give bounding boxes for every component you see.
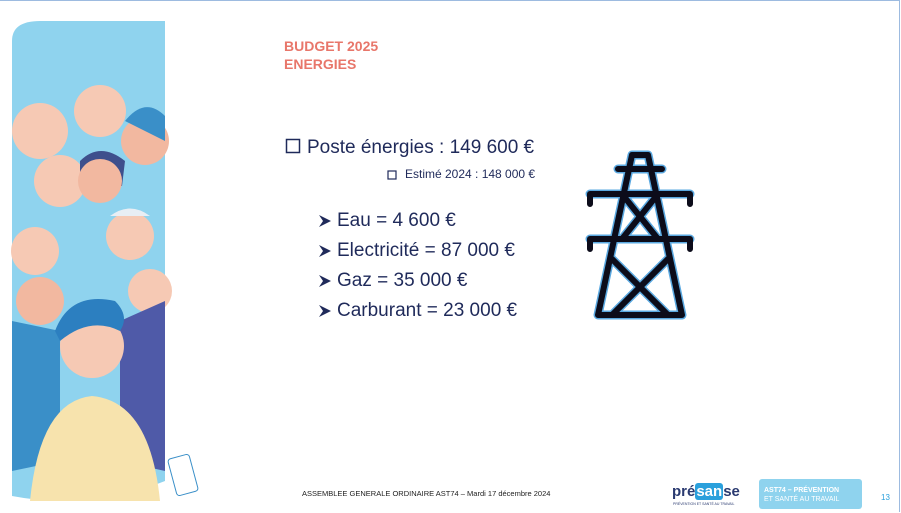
arrow-bullet — [319, 215, 331, 227]
arrow-bullet — [319, 305, 331, 317]
title: BUDGET 2025 — [284, 38, 379, 54]
logo-part: pré — [672, 483, 696, 500]
arrow-bullet — [319, 275, 331, 287]
logo-part: san — [695, 483, 724, 500]
checkbox — [285, 138, 301, 154]
arrow-bullet — [319, 245, 331, 257]
logo-part: se — [723, 483, 740, 500]
item: Eau = 4 600 € — [337, 210, 456, 231]
item: Gaz = 35 000 € — [337, 270, 468, 291]
logo-line: AST74 – PRÉVENTION — [764, 487, 840, 494]
footer-text: ASSEMBLEE GENERALE ORDINAIRE AST74 – Mar… — [302, 489, 551, 498]
sub-item: Estimé 2024 : 148 000 € — [405, 167, 536, 181]
main-item: Poste énergies : 149 600 € — [307, 137, 535, 158]
logo-ast74: AST74 – PRÉVENTION ET SANTÉ AU TRAVAIL — [759, 479, 862, 509]
pylon-icon — [585, 150, 695, 320]
logo-tagline: PRÉVENTION ET SANTÉ AU TRAVAIL — [673, 502, 735, 506]
illustration — [11, 21, 199, 501]
item: Electricité = 87 000 € — [337, 240, 515, 261]
title: ENERGIES — [284, 56, 357, 72]
checkbox — [387, 170, 397, 180]
page-number: 13 — [881, 493, 890, 502]
logo-presanse: présanse — [672, 483, 740, 500]
logo-line: ET SANTÉ AU TRAVAIL — [764, 496, 840, 503]
item: Carburant = 23 000 € — [337, 300, 518, 321]
